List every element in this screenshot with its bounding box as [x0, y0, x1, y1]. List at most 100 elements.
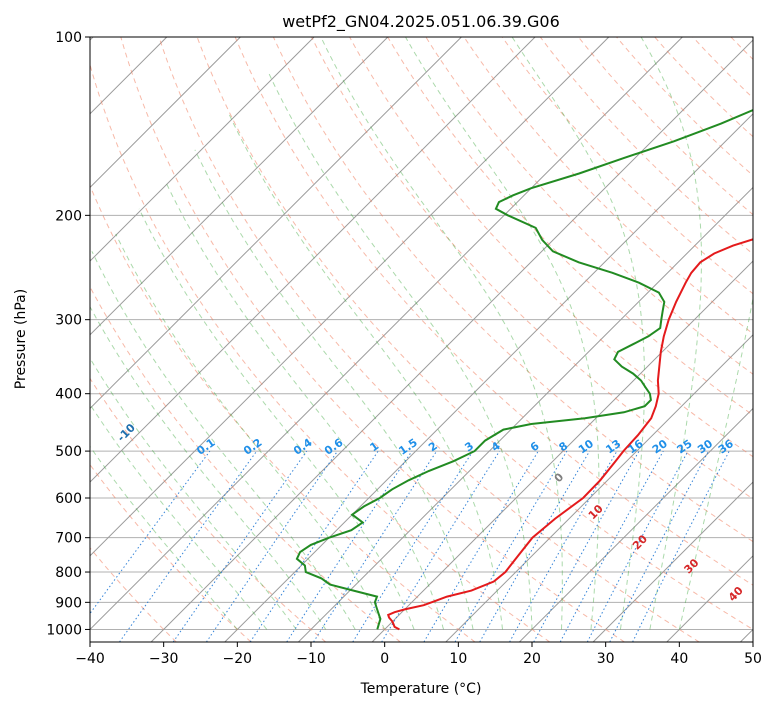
dry-adiabat: [387, 37, 753, 416]
y-tick-label: 900: [55, 595, 82, 611]
y-axis-ticks: 100 200 300 400 500 600 700 800 900 1000: [46, 30, 90, 638]
mixing-ratio-line: [423, 450, 539, 642]
isotherm: [90, 37, 241, 189]
dry-adiabat: [90, 547, 177, 642]
dry-adiabat: [539, 37, 753, 255]
moist-adiabat: [90, 305, 327, 630]
mixing-ratio-label: 0.4: [291, 436, 315, 458]
isotherm: [90, 37, 462, 410]
mixing-ratio-line: [559, 450, 664, 642]
moist-adiabats: [90, 37, 753, 630]
y-tick-label: 400: [55, 387, 82, 403]
x-tick-label: 0: [380, 651, 389, 667]
isotherm: [90, 37, 389, 336]
moist-adiabat: [405, 37, 600, 630]
plot-frame: [89, 36, 754, 643]
mixing-ratio-line: [632, 450, 730, 642]
dry-adiabat: [90, 184, 476, 642]
temperature-line: [386, 238, 753, 631]
moist-adiabat: [90, 445, 238, 630]
x-tick-label: 20: [523, 651, 541, 667]
mixing-ratio-line: [205, 450, 338, 642]
mixing-ratio-line: [454, 450, 568, 642]
moist-adiabat: [194, 149, 474, 630]
isotherm: [90, 37, 315, 262]
pressure-gridlines: [90, 37, 753, 630]
y-tick-label: 600: [55, 491, 82, 507]
mixing-ratio-line: [509, 450, 618, 642]
dry-adiabat: [349, 37, 753, 458]
dry-adiabat: [90, 285, 401, 642]
x-tick-label: −30: [149, 651, 179, 667]
dry-adiabat: [501, 37, 753, 295]
dry-adiabat: [196, 37, 753, 630]
moist-adiabat: [138, 208, 415, 630]
mixing-ratio-line: [352, 450, 474, 642]
y-tick-label: 200: [55, 208, 82, 224]
dry-adiabat: [311, 37, 753, 500]
mixing-ratio-line: [249, 450, 379, 642]
dry-adiabats: [90, 37, 775, 642]
x-tick-label: −10: [296, 651, 326, 667]
moist-adiabat-label: 0: [552, 470, 567, 485]
mixing-ratio-label: 0.2: [241, 436, 264, 458]
mixing-ratio-label: 6: [528, 439, 542, 454]
isotherm: [90, 37, 610, 557]
mixing-ratio-label: 20: [650, 437, 670, 457]
moist-adiabat-label: 40: [726, 584, 746, 604]
dry-adiabat: [654, 37, 753, 138]
moist-adiabat-label: 10: [586, 502, 606, 522]
dry-adiabat: [90, 377, 327, 642]
mixing-ratio-label: 4: [489, 439, 503, 454]
mixing-ratio-line: [286, 450, 413, 642]
isotherm: [371, 260, 753, 642]
moist-adiabat: [320, 37, 563, 630]
mixing-ratio-line: [313, 450, 438, 642]
mixing-ratio-label: 25: [675, 437, 695, 456]
sounding-series: [295, 108, 753, 631]
y-tick-label: 500: [55, 444, 82, 460]
mixing-ratio-label: 10: [576, 437, 596, 457]
x-tick-label: 30: [597, 651, 615, 667]
y-axis-label: Pressure (hPa): [13, 289, 29, 389]
dry-adiabat: [90, 62, 551, 642]
mixing-ratio-line: [381, 450, 500, 642]
dry-adiabat: [463, 37, 753, 335]
moist-adiabat: [678, 295, 753, 630]
moist-adiabat: [511, 37, 645, 630]
mixing-ratio-label: 0.1: [194, 436, 217, 458]
x-tick-label: −40: [75, 651, 105, 667]
mixing-ratio-label: 36: [716, 437, 736, 457]
mixing-ratio-line: [533, 450, 640, 642]
dry-adiabat: [692, 37, 753, 99]
isotherm: [90, 37, 683, 631]
isotherm: [592, 481, 753, 642]
mixing-ratio-line: [119, 450, 258, 642]
dry-adiabat: [769, 37, 775, 642]
dry-adiabat-label: -10: [115, 421, 138, 444]
moist-adiabat: [228, 113, 503, 630]
moist-adiabat: [90, 357, 297, 630]
chart-title: wetPf2_GN04.2025.051.06.39.G06: [282, 12, 560, 32]
y-tick-label: 800: [55, 565, 82, 581]
mixing-ratio-line: [172, 450, 308, 642]
moist-adiabat: [90, 403, 268, 630]
dry-adiabat: [90, 463, 252, 642]
x-axis-ticks: −40 −30 −20 −10 0 10 20 30 40 50: [75, 642, 762, 667]
x-tick-label: −20: [223, 651, 253, 667]
moist-adiabat: [640, 37, 702, 630]
dry-adiabat: [158, 37, 700, 642]
isotherm: [519, 407, 753, 642]
plot-area: 0.10.20.40.611.52346810131620253036-100-…: [90, 37, 775, 642]
moist-adiabat-label: 20: [630, 532, 650, 552]
isotherm: [445, 334, 753, 642]
x-tick-label: 50: [744, 651, 762, 667]
y-tick-label: 700: [55, 531, 82, 547]
isotherm: [90, 37, 536, 483]
dry-adiabat: [120, 37, 625, 642]
mixing-ratio-label: 30: [695, 437, 715, 457]
isotherm: [150, 39, 753, 642]
dewpoint-line: [295, 108, 753, 630]
isotherm: [224, 113, 753, 642]
